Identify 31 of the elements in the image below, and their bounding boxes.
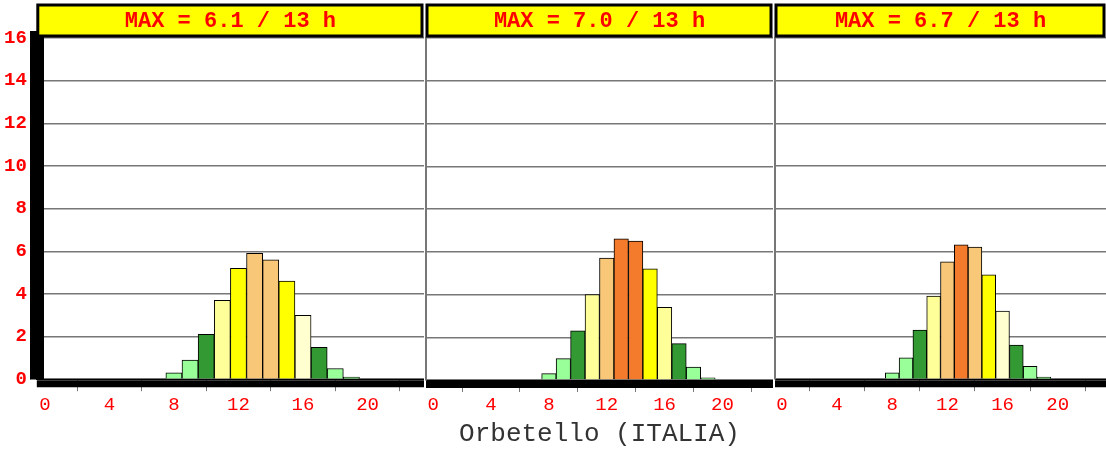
y-tick-label: 2 — [15, 325, 27, 348]
x-tick-label: 8 — [543, 394, 555, 417]
y-tick-label: 14 — [3, 69, 27, 92]
x-tick-label: 16 — [291, 393, 315, 416]
y-tick-label: 4 — [15, 282, 27, 305]
x-tick-label: 20 — [710, 394, 734, 417]
x-tick-label: 0 — [39, 393, 51, 416]
x-tick-label: 12 — [935, 393, 959, 416]
x-tick-label: 4 — [485, 394, 497, 417]
x-tick-label: 4 — [103, 393, 116, 416]
x-tick-label: 20 — [356, 393, 379, 416]
x-tick-label: 12 — [227, 393, 250, 416]
y-tick-label: 0 — [15, 367, 27, 390]
x-tick-label: 4 — [831, 393, 843, 416]
x-tick-label: 16 — [653, 394, 676, 417]
chart-title: MAX = 6.7 / 13 h — [834, 8, 1047, 34]
y-tick-label: 16 — [3, 26, 27, 49]
x-tick-label: 0 — [427, 394, 439, 417]
y-tick-label: 10 — [3, 154, 27, 177]
x-tick-label: 8 — [886, 393, 898, 416]
y-tick-label: 6 — [15, 240, 27, 263]
x-tick-label: 8 — [168, 393, 180, 416]
x-tick-label: 12 — [595, 394, 619, 417]
y-tick-label: 12 — [3, 112, 27, 135]
y-tick-label: 8 — [15, 197, 27, 220]
chart-title: MAX = 6.1 / 13 h — [124, 8, 337, 34]
x-tick-label: 0 — [776, 393, 788, 416]
x-axis-title: Orbetello (ITALIA) — [459, 419, 740, 450]
x-tick-label: 16 — [991, 393, 1014, 416]
x-tick-label: 20 — [1046, 393, 1070, 416]
chart-title: MAX = 7.0 / 13 h — [493, 8, 706, 34]
